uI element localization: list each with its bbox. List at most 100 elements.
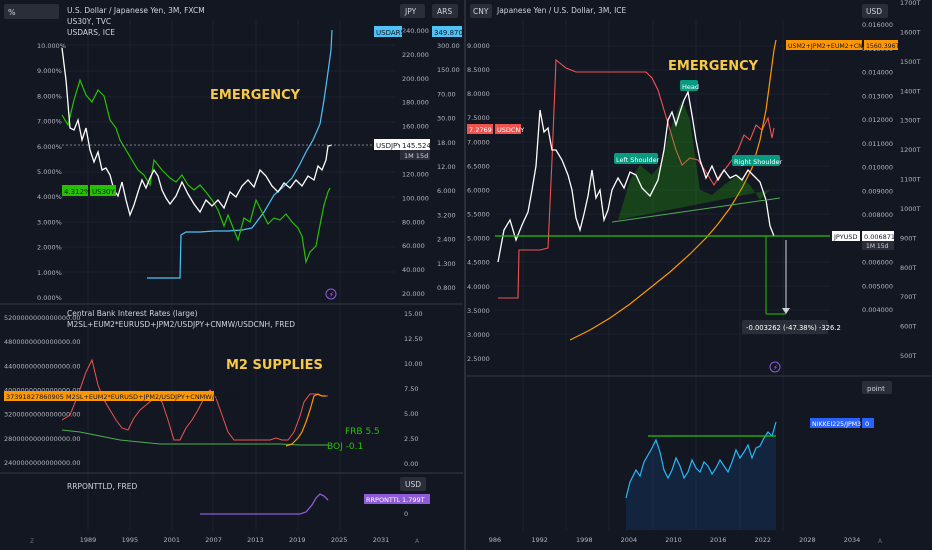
axis-tick-label: 6.000 [437, 187, 456, 195]
jpy-button[interactable] [400, 4, 425, 18]
axis-tick-label: 2.50 [404, 435, 418, 443]
cny-button[interactable] [470, 4, 492, 18]
pct-axis-ticks: 10.000% 9.000% 8.000% 7.000% 6.000% 5.000% 4.0… [37, 42, 66, 302]
nikkei-label: NIKKEI225/JPM3 [812, 421, 861, 428]
axis-tick-label: 7.5000 [467, 114, 490, 122]
axis-tick-label: 4.0000 [467, 283, 490, 291]
footer-a-icon: A [415, 538, 420, 545]
axis-tick-label: 1000T [900, 205, 921, 213]
jpy-button-label: JPY [404, 7, 417, 16]
axis-tick-label: 4800000000000000.00 [4, 338, 81, 346]
axis-tick-label: 0.000% [37, 294, 62, 302]
axis-tick-label: 1100T [900, 176, 921, 184]
point-button-label: point [867, 385, 885, 393]
axis-tick-label: 20.000 [402, 290, 425, 298]
axis-tick-label: 5.00 [404, 410, 418, 418]
jpyusd-value: 0.006871 [864, 233, 895, 241]
left-mid-legend: M2SL+EUM2*EURUSD+JPM2/USDJPY+CNMW/USDCNH… [67, 320, 295, 329]
usdjpy-label-tag [374, 139, 402, 150]
m2-value-tag [4, 391, 64, 401]
m2-supplies-annotation: M2 SUPPLIES [226, 358, 323, 373]
axis-tick-label: 700T [900, 293, 916, 301]
usd-button-left[interactable] [400, 477, 426, 491]
axis-tick-label: 10.000% [37, 42, 66, 50]
axis-tick-label: 60.000 [402, 242, 425, 250]
axis-tick-label: 2.000% [37, 244, 62, 252]
ars-button-label: ARS [437, 7, 452, 16]
unit-button-label: % [8, 8, 16, 17]
jpyusd-label: JPYUSD [833, 233, 858, 241]
axis-tick-label: 150.00 [437, 66, 460, 74]
axis-tick-label: 3.200 [437, 211, 456, 219]
usd-button-right-label: USD [866, 7, 882, 16]
axis-tick-label: 4.5000 [467, 259, 490, 267]
nikkei-value: 0 [865, 420, 869, 428]
axis-tick-label: 0.800 [437, 284, 456, 292]
axis-tick-label: 3200000000000000.00 [4, 411, 81, 419]
rrp-label-tag [364, 494, 400, 504]
us30y-label-tag [90, 185, 116, 196]
lightning-icon[interactable] [325, 288, 337, 300]
cny-button-label: CNY [473, 7, 489, 16]
axis-tick-label: 70.00 [437, 90, 456, 98]
m2-total-value: 1560.396T [866, 43, 900, 50]
x-axis-tick-label: 2013 [247, 536, 264, 544]
point-button[interactable] [862, 381, 892, 394]
axis-tick-label: 1400T [900, 87, 921, 95]
us30y-series [61, 78, 331, 265]
axis-tick-label: 8.5000 [467, 66, 490, 74]
axis-tick-label: 160.000 [402, 123, 429, 131]
right-bot-panel: point NIKKEI225/JPM3 0 986 1992 1998 2004 20… [489, 381, 892, 544]
right-top-panel: CNY Japanese Yen / U.S. Dollar, 3M, ICE … [467, 0, 921, 530]
axis-tick-label: 1200T [900, 146, 921, 154]
boj-annotation: BOJ -0.1 [327, 442, 363, 452]
axis-tick-label: 18.00 [437, 139, 456, 147]
neckline [611, 197, 781, 223]
x-axis-tick-label: 1989 [80, 536, 97, 544]
axis-tick-label: 40.000 [402, 266, 425, 274]
axis-tick-label: 0.008000 [862, 211, 893, 219]
nikkei-series [625, 421, 777, 499]
axis-tick-label: 5.0000 [467, 235, 490, 243]
axis-tick-label: 6.0000 [467, 186, 490, 194]
axis-tick-label: 900T [900, 234, 916, 242]
footer-z-icon: Z [30, 538, 34, 545]
right-x-axis-ticks: 986 1992 1998 2004 2010 2016 2022 2028 2034 [489, 536, 860, 544]
rrp-value-tag [400, 494, 430, 504]
usd-button-right[interactable] [862, 4, 888, 18]
m2-total-value-tag [864, 40, 898, 50]
axis-tick-label: 0.011000 [862, 140, 893, 148]
right-top-title: Japanese Yen / U.S. Dollar, 3M, ICE [496, 6, 627, 15]
right-shoulder-label: Right Shoulder [734, 158, 782, 166]
axis-tick-label: 6.5000 [467, 162, 490, 170]
ars-button[interactable] [432, 4, 458, 18]
lightning-icon-right[interactable] [769, 361, 781, 373]
rrp-legend: RRPONTTLD, FRED [67, 482, 137, 491]
axis-tick-label: 10.00 [404, 360, 423, 368]
jpyusd-series [497, 89, 775, 263]
usdcny-series [498, 58, 775, 299]
unit-button[interactable] [4, 4, 59, 19]
jpyusd-time-tag [862, 241, 894, 250]
nikkei-area [626, 422, 776, 530]
us30y-value: 4.312% [64, 188, 91, 196]
axis-tick-label: 80.000 [402, 218, 425, 226]
nikkei-label-tag [810, 418, 860, 428]
x-axis-tick-label: 986 [489, 536, 501, 544]
usdars-value: 349.870 [434, 29, 463, 37]
x-axis-tick-label: 2028 [799, 536, 816, 544]
head-shoulders-fill [618, 100, 770, 220]
m2-label: M2SL+EUM2*EURUSD+JPM2/USDJPY+CNMW/USDCNH [66, 393, 242, 401]
x-axis-tick-label: 2025 [331, 536, 348, 544]
axis-tick-label: 1300T [900, 117, 921, 125]
usd-button-left-label: USD [405, 480, 421, 489]
axis-tick-label: 0.00 [404, 460, 418, 468]
axis-tick-label: 7.0000 [467, 138, 490, 146]
usdjpy-value: 145.524 [402, 142, 431, 150]
m2-axis-ticks: 5200000000000000.00 4800000000000000.00 44… [4, 314, 81, 467]
axis-tick-label: 8.0000 [467, 90, 490, 98]
axis-tick-label: 5.000% [37, 168, 62, 176]
axis-tick-label: 1.300 [437, 260, 456, 268]
axis-tick-label: 12.50 [404, 335, 423, 343]
